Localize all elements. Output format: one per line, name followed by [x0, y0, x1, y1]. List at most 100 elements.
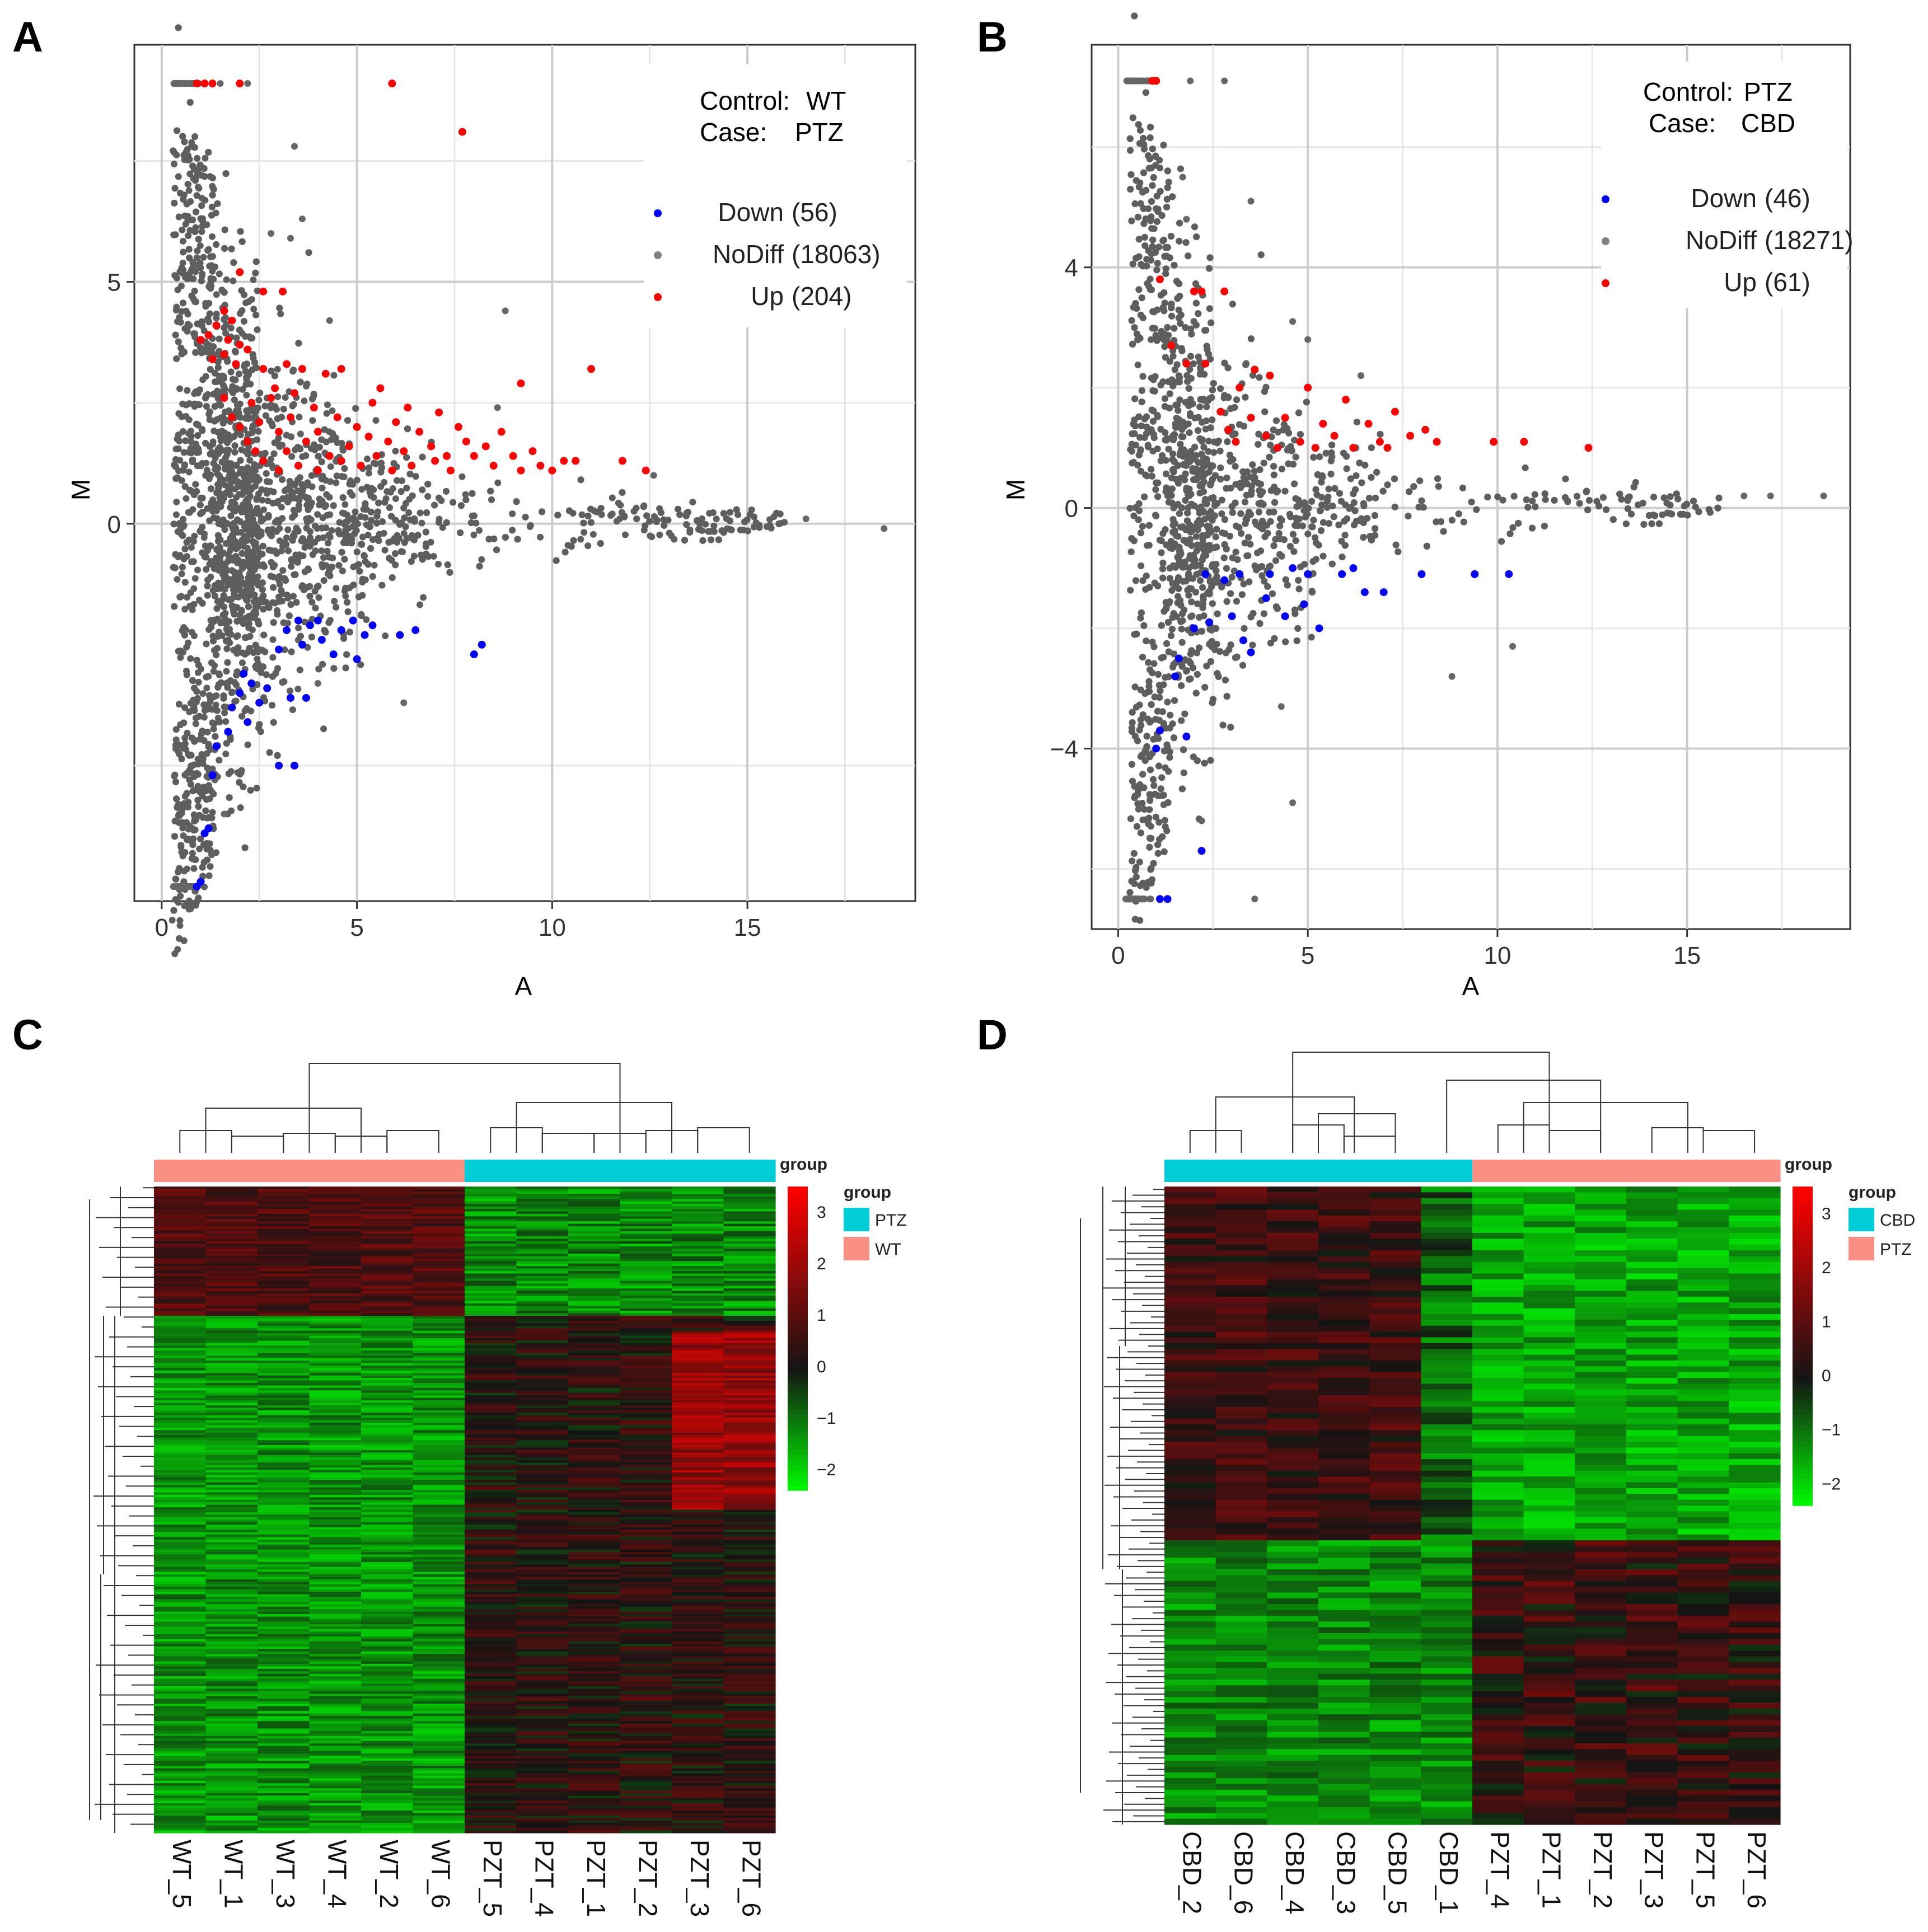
nodiff-point	[553, 557, 560, 564]
nodiff-point	[301, 568, 308, 575]
nodiff-point	[554, 512, 561, 519]
nodiff-point	[247, 532, 255, 539]
plot-a-case-value: PTZ	[795, 118, 844, 147]
nodiff-point	[188, 629, 195, 636]
nodiff-point	[221, 245, 228, 252]
nodiff-point	[247, 590, 255, 597]
nodiff-point	[190, 706, 198, 714]
nodiff-point	[260, 515, 267, 523]
nodiff-point	[420, 594, 427, 601]
nodiff-point	[696, 526, 704, 533]
nodiff-point	[249, 429, 256, 437]
nodiff-point	[502, 534, 509, 541]
nodiff-point	[221, 526, 228, 533]
nodiff-point	[221, 575, 228, 582]
nodiff-point	[363, 484, 371, 491]
nodiff-point	[194, 566, 202, 574]
nodiff-point	[324, 547, 331, 555]
nodiff-point	[457, 529, 464, 536]
nodiff-point	[205, 149, 212, 156]
nodiff-point	[727, 509, 734, 516]
nodiff-outlier	[650, 472, 657, 479]
nodiff-point	[274, 499, 281, 507]
nodiff-point	[339, 447, 347, 454]
nodiff-point	[198, 228, 205, 235]
nodiff-point	[189, 458, 196, 465]
y-tick-label: 5	[107, 269, 121, 297]
nodiff-point	[457, 502, 465, 509]
nodiff-point	[713, 515, 720, 523]
nodiff-point	[294, 487, 302, 494]
nodiff-point	[709, 509, 717, 516]
nodiff-point	[439, 524, 446, 531]
nodiff-point	[211, 582, 218, 589]
nodiff-point	[416, 601, 423, 608]
nodiff-point	[192, 349, 199, 356]
up-point	[193, 79, 201, 88]
nodiff-point	[188, 752, 195, 759]
nodiff-point	[216, 543, 223, 551]
nodiff-point	[333, 472, 340, 480]
nodiff-point	[180, 937, 188, 944]
up-point	[470, 452, 478, 460]
down-point	[353, 655, 361, 663]
up-point	[517, 379, 525, 388]
nodiff-point	[226, 491, 233, 498]
nodiff-point	[213, 605, 221, 612]
nodiff-point	[365, 470, 372, 477]
nodiff-point	[173, 127, 180, 134]
nodiff-point	[227, 325, 235, 332]
up-point	[236, 340, 244, 349]
nodiff-point	[173, 303, 180, 311]
nodiff-point	[205, 701, 212, 708]
nodiff-point	[227, 581, 235, 588]
nodiff-point	[613, 518, 620, 525]
nodiff-point	[268, 532, 275, 540]
nodiff-point	[191, 856, 198, 863]
nodiff-point	[475, 527, 483, 534]
nodiff-point	[443, 519, 450, 526]
up-point	[509, 452, 517, 460]
nodiff-point	[279, 495, 287, 503]
nodiff-point	[329, 563, 336, 570]
up-point	[275, 466, 283, 475]
nodiff-point	[295, 502, 302, 509]
nodiff-point	[173, 498, 180, 505]
legend-label-nodiff: NoDiff	[713, 240, 784, 269]
nodiff-point	[246, 632, 254, 640]
nodiff-point	[295, 340, 302, 347]
up-point	[244, 437, 252, 446]
nodiff-point	[177, 344, 185, 351]
up-point	[267, 394, 275, 402]
nodiff-point	[254, 494, 261, 501]
nodiff-point	[203, 796, 210, 803]
nodiff-point	[283, 534, 290, 541]
nodiff-point	[225, 475, 232, 482]
nodiff-point	[263, 671, 270, 678]
nodiff-point	[201, 553, 208, 560]
nodiff-point	[462, 496, 470, 504]
nodiff-point	[723, 515, 730, 522]
nodiff-point	[270, 450, 278, 457]
nodiff-point	[176, 457, 184, 464]
nodiff-point	[768, 524, 775, 532]
nodiff-point	[733, 506, 740, 513]
nodiff-point	[319, 485, 326, 492]
nodiff-point	[619, 489, 626, 496]
down-point	[208, 771, 217, 780]
nodiff-point	[260, 592, 267, 599]
up-point	[415, 428, 424, 436]
nodiff-point	[224, 659, 231, 666]
nodiff-point	[186, 99, 194, 106]
nodiff-point	[353, 562, 361, 569]
down-point	[337, 626, 345, 634]
nodiff-point	[216, 670, 223, 678]
nodiff-point	[391, 550, 399, 557]
nodiff-point	[171, 564, 179, 571]
nodiff-point	[250, 609, 258, 617]
nodiff-point	[315, 665, 322, 673]
nodiff-point	[333, 585, 340, 592]
nodiff-point	[187, 655, 194, 662]
nodiff-point	[172, 779, 180, 786]
nodiff-point	[181, 734, 189, 742]
